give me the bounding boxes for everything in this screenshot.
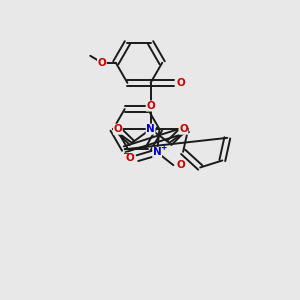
Text: O: O (176, 78, 185, 88)
Text: N: N (146, 124, 155, 134)
Text: O: O (176, 160, 185, 170)
Text: O: O (113, 124, 122, 134)
Text: +: + (160, 142, 167, 152)
Text: O: O (126, 153, 134, 163)
Text: N: N (153, 147, 161, 158)
Text: O: O (179, 124, 188, 134)
Text: O: O (146, 101, 155, 111)
Text: −: − (122, 149, 130, 158)
Text: O: O (98, 58, 106, 68)
